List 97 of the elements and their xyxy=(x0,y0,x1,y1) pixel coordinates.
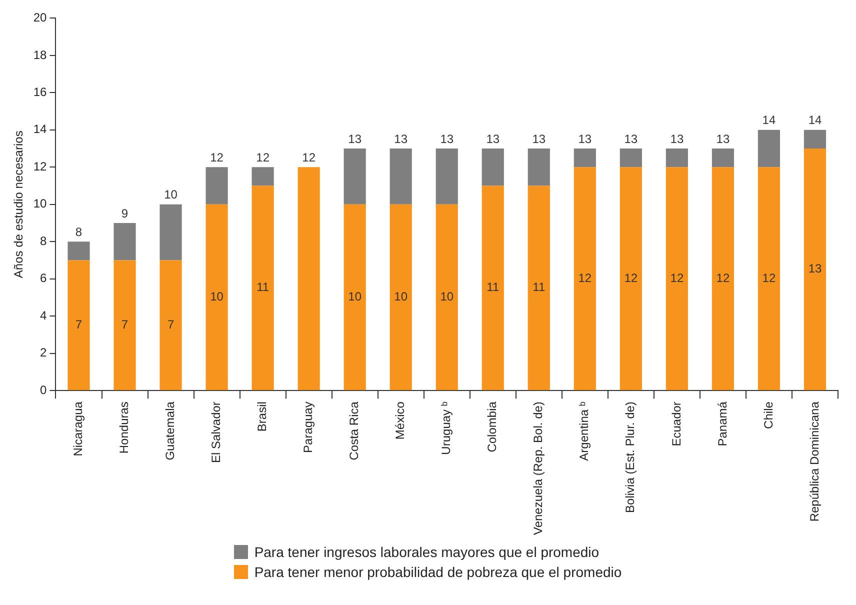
x-tick-label: El Salvador xyxy=(209,402,224,463)
data-label: 13 xyxy=(808,262,822,276)
x-tick-label: Honduras xyxy=(117,402,132,454)
data-label: 7 xyxy=(167,317,174,332)
total-label: 13 xyxy=(486,132,500,146)
total-label: 13 xyxy=(670,132,684,146)
data-label: 10 xyxy=(440,290,454,304)
data-label: 11 xyxy=(256,280,270,294)
bar xyxy=(390,204,412,390)
data-label: 12 xyxy=(670,270,684,285)
total-label: 9 xyxy=(121,206,128,220)
y-tick-label: 20 xyxy=(33,10,48,25)
total-label: 12 xyxy=(302,150,316,164)
y-tick-label: 8 xyxy=(40,234,48,248)
bar xyxy=(344,204,366,390)
bar xyxy=(666,167,688,390)
bar xyxy=(298,167,320,390)
y-tick-label: 18 xyxy=(33,48,48,62)
x-tick-label: Ecuador xyxy=(669,402,684,446)
x-tick-label: Bolivia (Est. Plur. de) xyxy=(623,402,638,513)
data-label: 12 xyxy=(762,270,776,285)
y-tick-label: 10 xyxy=(33,196,48,211)
bar xyxy=(758,130,780,168)
data-label: 12 xyxy=(578,270,592,285)
data-label: 7 xyxy=(121,317,128,332)
y-tick-label: 14 xyxy=(33,122,48,136)
bar xyxy=(620,148,642,168)
y-tick-label: 2 xyxy=(40,346,48,360)
y-tick-label: 12 xyxy=(33,159,48,174)
x-tick-label: República Dominicana xyxy=(807,401,822,522)
x-tick-label: Venezuela (Rep. Bol. de) xyxy=(531,402,546,536)
x-tick-label: Costa Rica xyxy=(347,401,362,460)
total-label: 13 xyxy=(578,132,592,146)
x-tick-label: Colombia xyxy=(485,401,500,452)
x-tick-label: Brasil xyxy=(255,402,270,432)
total-label: 13 xyxy=(348,132,362,146)
total-label: 13 xyxy=(624,132,638,146)
bar xyxy=(666,148,688,168)
bar xyxy=(344,148,366,204)
x-tick-label: Panamá xyxy=(715,401,730,446)
bar xyxy=(804,130,826,149)
total-label: 14 xyxy=(808,113,822,128)
bar xyxy=(712,167,734,390)
y-tick-label: 4 xyxy=(40,308,48,322)
bar xyxy=(160,204,182,260)
bar xyxy=(252,167,274,186)
bar xyxy=(114,223,136,260)
x-tick-label: Uruguay ᵇ xyxy=(439,401,454,455)
total-label: 12 xyxy=(256,150,270,164)
bar xyxy=(574,167,596,390)
data-label: 11 xyxy=(486,280,500,294)
bar xyxy=(68,260,90,390)
bar xyxy=(436,148,458,204)
x-tick-label: Chile xyxy=(761,401,776,429)
bar xyxy=(528,186,550,390)
bar xyxy=(804,148,826,390)
bar xyxy=(160,260,182,390)
total-label: 10 xyxy=(164,188,178,202)
bar xyxy=(758,167,780,390)
y-axis-title: Años de estudio necesarios xyxy=(12,130,26,278)
bar xyxy=(620,167,642,390)
bar xyxy=(574,148,596,168)
data-label: 12 xyxy=(716,270,730,285)
bar xyxy=(206,204,228,390)
bar xyxy=(482,148,504,186)
total-label: 14 xyxy=(762,113,776,128)
x-tick-label: Paraguay xyxy=(301,402,316,453)
data-label: 10 xyxy=(210,290,224,304)
x-tick-label: México xyxy=(393,401,408,440)
bar xyxy=(68,242,90,260)
legend-label: Para tener menor probabilidad de pobreza que el promedio xyxy=(254,564,622,580)
bar xyxy=(712,148,734,168)
total-label: 13 xyxy=(440,132,454,146)
data-label: 11 xyxy=(532,280,546,294)
bar xyxy=(252,186,274,390)
total-label: 12 xyxy=(210,150,224,164)
y-tick-label: 6 xyxy=(40,271,48,286)
x-tick-label: Guatemala xyxy=(163,401,178,460)
total-label: 13 xyxy=(394,132,408,146)
x-tick-label: Nicaragua xyxy=(71,401,86,456)
bar xyxy=(114,260,136,390)
data-label: 7 xyxy=(75,317,82,332)
bar xyxy=(482,186,504,390)
bar xyxy=(528,148,550,186)
data-label: 10 xyxy=(394,290,408,304)
total-label: 8 xyxy=(75,224,82,239)
bar xyxy=(206,167,228,204)
total-label: 13 xyxy=(532,132,546,146)
y-tick-label: 16 xyxy=(33,84,48,99)
data-label: 12 xyxy=(624,270,638,285)
bar xyxy=(390,148,412,204)
legend-label: Para tener ingresos laborales mayores que el promedio xyxy=(254,544,600,560)
bar xyxy=(436,204,458,390)
total-label: 13 xyxy=(716,132,730,146)
x-tick-label: Argentina ᵇ xyxy=(577,401,592,461)
data-label: 10 xyxy=(348,290,362,304)
y-tick-label: 0 xyxy=(40,382,48,397)
